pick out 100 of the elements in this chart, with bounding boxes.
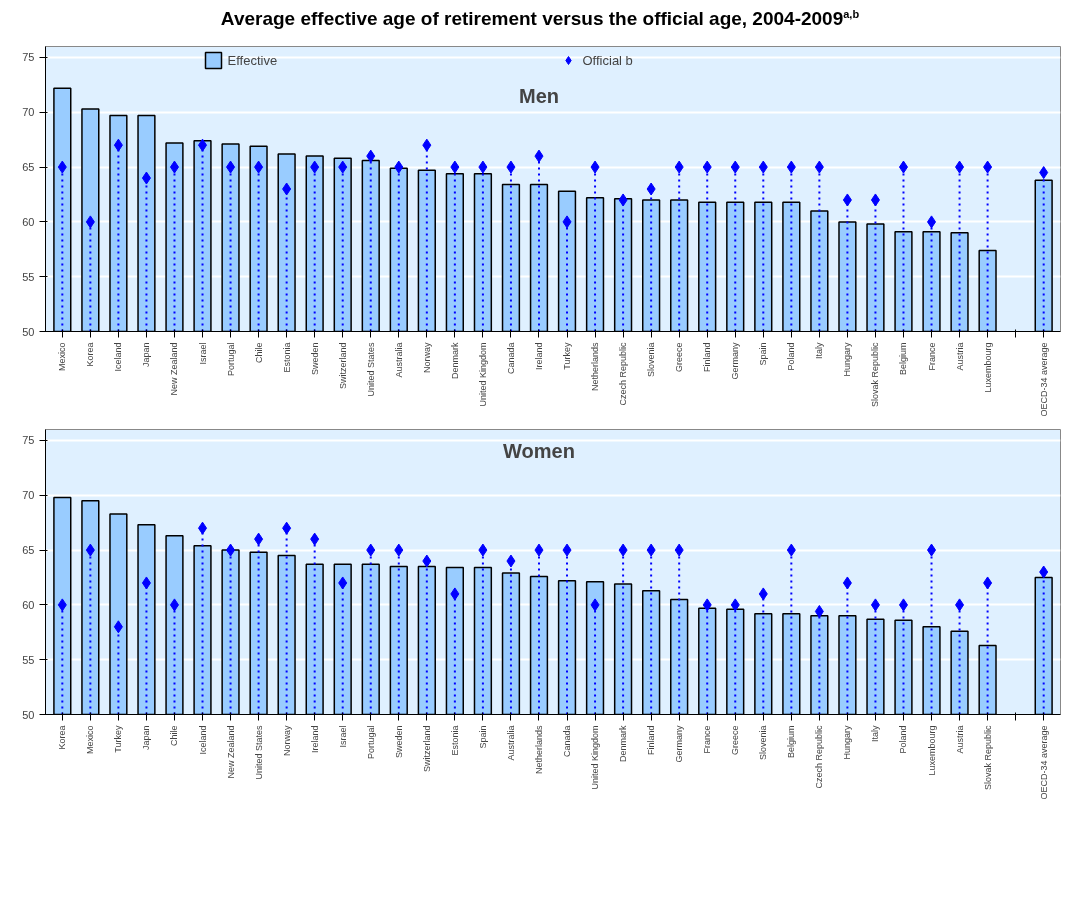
x-tick-label: Estonia — [281, 342, 292, 373]
x-tick-label: Germany — [674, 725, 685, 763]
x-tick-label: Australia — [393, 342, 404, 378]
y-tick-label: 75 — [22, 434, 35, 447]
point — [702, 160, 712, 174]
point — [169, 160, 179, 174]
point — [282, 521, 292, 535]
x-tick-label: Luxembourg — [926, 725, 937, 776]
point — [898, 160, 908, 174]
point — [113, 620, 123, 634]
text: Women — [503, 439, 575, 462]
point — [450, 160, 460, 174]
point — [254, 160, 264, 174]
chart-title: Average effective age of retirement versus the official age, 2004-2009$^{a,b}$ — [219, 6, 861, 31]
x-tick-label: United States — [365, 342, 376, 397]
x-tick-label: New Zealand — [169, 342, 180, 396]
y-tick-label: 70 — [22, 106, 35, 119]
point — [310, 532, 320, 546]
y-tick-label: 50 — [22, 325, 35, 338]
point — [590, 160, 600, 174]
x-tick-label: Iceland — [197, 725, 208, 755]
point — [366, 543, 376, 557]
x-tick-label: Austria — [954, 725, 965, 754]
point — [590, 598, 600, 612]
point — [394, 543, 404, 557]
point — [254, 532, 264, 546]
text: Men — [518, 84, 559, 107]
point — [282, 182, 292, 196]
point — [338, 576, 348, 590]
point — [366, 149, 376, 163]
x-tick-label: Norway — [281, 725, 292, 757]
x-tick-label: Turkey — [562, 342, 573, 370]
point — [562, 215, 572, 229]
x-tick-label: Estonia — [449, 725, 460, 756]
legend-label: Official b — [582, 52, 634, 68]
point — [618, 543, 628, 557]
point — [842, 576, 852, 590]
point — [422, 138, 432, 152]
point — [618, 193, 628, 207]
x-tick-label: Germany — [730, 342, 741, 380]
x-tick-label: Austria — [954, 342, 965, 371]
point — [534, 543, 544, 557]
x-tick-label: Ireland — [309, 725, 320, 754]
point — [927, 543, 937, 557]
point — [646, 543, 656, 557]
point — [786, 543, 796, 557]
point — [870, 193, 880, 207]
point — [169, 598, 179, 612]
point — [57, 598, 67, 612]
x-tick-label: Luxembourg — [982, 342, 993, 393]
x-tick-label: Finland — [646, 725, 657, 756]
x-tick-label: Slovenia — [758, 725, 769, 761]
x-tick-label: Netherlands — [590, 342, 601, 392]
y-tick-label: 65 — [22, 544, 35, 557]
x-tick-label: Finland — [702, 342, 713, 373]
x-tick-label: OECD-34 average — [1038, 725, 1049, 800]
point — [310, 160, 320, 174]
point — [730, 160, 740, 174]
x-tick-label: Slovak Republic — [870, 342, 881, 408]
point — [674, 160, 684, 174]
x-tick-label: Israel — [197, 342, 208, 365]
y-tick-label: 60 — [22, 598, 35, 611]
point — [422, 554, 432, 568]
point — [394, 160, 404, 174]
point — [562, 543, 572, 557]
point — [955, 598, 965, 612]
x-tick-label: Chile — [253, 342, 264, 364]
x-tick-label: Denmark — [618, 725, 629, 763]
point — [506, 554, 516, 568]
x-tick-label: Canada — [505, 342, 516, 375]
point — [983, 160, 993, 174]
x-tick-label: France — [702, 725, 713, 754]
point — [842, 193, 852, 207]
point — [927, 215, 937, 229]
point — [955, 160, 965, 174]
x-tick-label: Italy — [814, 342, 825, 360]
x-tick-label: Portugal — [365, 725, 376, 760]
x-tick-label: Portugal — [225, 342, 236, 377]
x-tick-label: Netherlands — [533, 725, 544, 775]
point — [478, 160, 488, 174]
point — [85, 215, 95, 229]
point — [226, 543, 236, 557]
x-tick-label: Poland — [786, 342, 797, 371]
point — [674, 543, 684, 557]
x-tick-label: Mexico — [85, 725, 96, 755]
point — [898, 598, 908, 612]
y-tick-label: 50 — [22, 708, 35, 721]
x-tick-label: Israel — [337, 725, 348, 748]
x-tick-label: Mexico — [57, 342, 68, 372]
point — [1039, 166, 1049, 180]
point — [198, 138, 208, 152]
point — [338, 160, 348, 174]
legend-label: Effective — [227, 52, 279, 68]
point — [814, 160, 824, 174]
x-tick-label: Switzerland — [421, 725, 432, 773]
y-tick-label: 75 — [22, 51, 35, 64]
x-tick-label: Norway — [421, 342, 432, 374]
x-tick-label: Ireland — [533, 342, 544, 371]
x-tick-label: Hungary — [842, 342, 853, 377]
x-tick-label: United Kingdom — [590, 725, 601, 790]
